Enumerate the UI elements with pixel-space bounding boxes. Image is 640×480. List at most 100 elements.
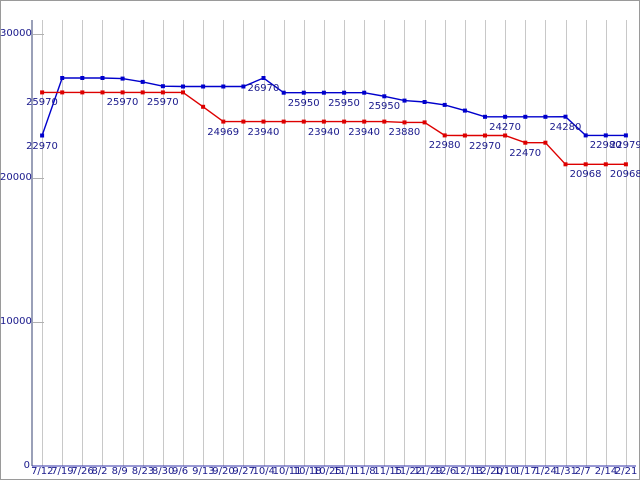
value-label-series-blue: 24270 [489, 121, 521, 133]
data-point-marker [281, 119, 286, 124]
x-tick-label: 1/10 [494, 466, 517, 477]
data-point-marker [241, 84, 246, 89]
value-label-series-blue: 22979 [609, 140, 640, 152]
value-label-series-red: 24969 [207, 126, 240, 138]
data-point-marker [503, 133, 508, 138]
series-line-series-blue [41, 77, 626, 137]
data-point-marker [462, 108, 467, 113]
x-tick-label: 8/30 [151, 466, 175, 477]
value-label-series-red: 22980 [428, 140, 461, 152]
data-point-marker [603, 133, 608, 138]
data-point-marker [261, 76, 266, 80]
data-point-marker [160, 90, 165, 95]
x-tick-label: 11/22 [393, 466, 423, 477]
x-tick-label: 12/20 [474, 466, 503, 477]
chart-y-tickmarks [32, 34, 44, 323]
value-label-series-red: 23940 [247, 126, 280, 138]
y-tick-label: 20000 [0, 172, 32, 184]
x-tick-label: 7/19 [51, 466, 74, 477]
value-label-series-blue: 25950 [368, 101, 401, 113]
data-point-marker [563, 114, 568, 119]
data-point-marker [100, 76, 105, 80]
data-point-marker [483, 133, 487, 138]
data-point-marker [483, 114, 487, 119]
series-line-series-red [42, 91, 626, 166]
data-point-marker [382, 119, 387, 124]
data-point-marker [402, 98, 407, 103]
data-point-marker [40, 133, 45, 138]
value-label-series-red: 25970 [106, 97, 139, 109]
data-point-marker [181, 90, 185, 95]
data-point-marker [181, 84, 185, 89]
value-label-series-blue: 25950 [287, 97, 320, 109]
data-point-marker [40, 90, 45, 95]
data-point-marker [442, 102, 447, 107]
x-tick-label: 2/14 [594, 466, 618, 477]
data-point-marker [362, 119, 367, 124]
x-tick-label: 9/13 [192, 466, 215, 477]
y-tick-label: 30000 [0, 28, 32, 40]
x-tick-label: 11/8 [353, 466, 376, 477]
data-point-marker [120, 76, 125, 81]
data-point-marker [160, 84, 165, 89]
x-tick-label: 7/12 [31, 466, 54, 477]
data-point-marker [140, 79, 145, 84]
x-tick-label: 1/31 [554, 466, 577, 477]
data-point-marker [523, 114, 528, 119]
data-point-marker [543, 140, 548, 145]
x-tick-label: 9/6 [172, 466, 189, 477]
data-point-marker [301, 119, 306, 124]
data-point-marker [563, 162, 568, 167]
data-point-marker [342, 90, 347, 95]
data-point-marker [321, 90, 326, 95]
value-label-series-blue: 22980 [589, 140, 622, 152]
x-tick-label: 11/15 [373, 466, 403, 477]
data-point-marker [301, 90, 306, 95]
value-label-series-blue: 26970 [247, 82, 280, 94]
data-point-marker [623, 133, 628, 138]
x-tick-label: 1/17 [514, 466, 537, 477]
value-label-series-red: 25970 [146, 97, 179, 109]
x-tick-label: 10/18 [292, 466, 322, 477]
data-point-marker [543, 114, 548, 119]
data-point-marker [422, 120, 427, 125]
data-point-marker [100, 90, 105, 95]
x-tick-label: 9/27 [232, 466, 255, 477]
data-point-marker [503, 114, 508, 119]
x-tick-label: 7/26 [71, 466, 94, 477]
data-point-marker [140, 90, 145, 95]
value-label-series-red: 23880 [388, 127, 421, 139]
x-tick-label: 11/29 [413, 466, 443, 477]
data-point-marker [422, 100, 427, 104]
data-point-marker [241, 119, 246, 124]
value-label-series-red: 25970 [26, 97, 58, 109]
data-point-marker [201, 104, 206, 109]
x-tick-label: 8/23 [131, 466, 155, 477]
x-tick-label: 12/13 [453, 466, 483, 477]
data-point-marker [120, 90, 125, 95]
x-tick-label: 2/7 [574, 466, 591, 477]
data-point-marker [603, 162, 608, 167]
data-point-marker [362, 90, 367, 95]
data-point-marker [402, 120, 407, 125]
x-tick-label: 10/11 [272, 466, 302, 477]
value-label-series-red: 23940 [348, 126, 380, 138]
x-tick-label: 10/25 [312, 466, 342, 477]
value-label-series-red: 23940 [307, 126, 340, 138]
data-point-marker [80, 76, 85, 80]
data-point-marker [342, 119, 347, 124]
data-point-marker [281, 90, 286, 95]
data-point-marker [321, 119, 326, 124]
value-label-series-red: 22470 [509, 147, 542, 159]
x-tick-label: 9/20 [212, 466, 235, 477]
data-point-marker [60, 90, 65, 95]
x-tick-label: 1/24 [534, 466, 557, 477]
x-tick-label: 8/2 [91, 466, 108, 477]
value-label-series-red: 22970 [469, 140, 501, 152]
data-point-marker [261, 119, 266, 124]
value-label-series-red: 20968 [569, 169, 602, 181]
x-tick-label: 8/9 [111, 466, 128, 477]
data-point-marker [221, 119, 226, 124]
data-point-marker [583, 162, 588, 167]
